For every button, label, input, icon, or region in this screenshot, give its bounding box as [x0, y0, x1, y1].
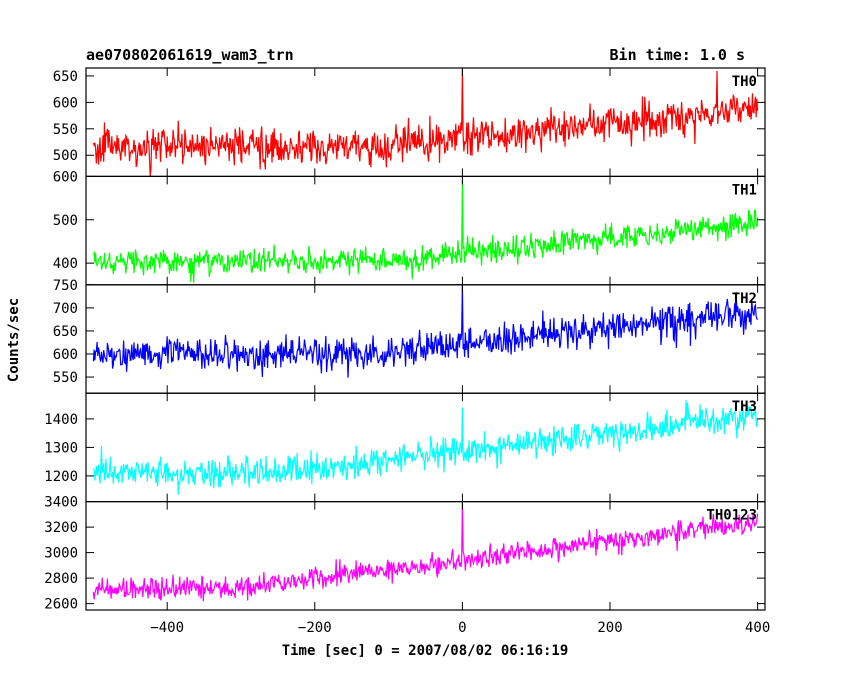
- x-tick-label: 200: [597, 620, 622, 636]
- y-tick-label-th2: 750: [53, 278, 78, 294]
- y-tick-label-th0123: 3000: [44, 546, 78, 562]
- x-tick-label: −400: [150, 620, 184, 636]
- series-line-th3: [92, 400, 759, 495]
- y-tick-label-th0: 650: [53, 69, 78, 85]
- panel-label-th1: TH1: [732, 182, 757, 198]
- y-tick-label-th0: 550: [53, 122, 78, 138]
- series-line-th1: [92, 176, 759, 284]
- x-axis-label: Time [sec] 0 = 2007/08/02 06:16:19: [282, 643, 569, 659]
- y-tick-label-th0123: 3200: [44, 520, 78, 536]
- panel-label-th2: TH2: [732, 291, 757, 307]
- y-tick-label-th2: 600: [53, 347, 78, 363]
- panel-stack: 500 550 600 650 TH0 400 500 600 TH1 550 600 650 700 7…: [44, 67, 766, 613]
- y-tick-label-th1: 400: [53, 256, 78, 272]
- y-tick-label-th0: 600: [53, 95, 78, 111]
- x-tick-label: 400: [745, 620, 770, 636]
- panel-th3: 1200 1300 1400 TH3: [44, 392, 766, 503]
- x-tick-label: 0: [458, 620, 466, 636]
- panel-th1: 400 500 600 TH1: [53, 169, 766, 286]
- y-tick-label-th2: 550: [53, 370, 78, 386]
- series-line-th0: [92, 68, 759, 177]
- y-tick-label-th3: 1300: [44, 440, 78, 456]
- y-tick-label-th1: 500: [53, 213, 78, 229]
- y-tick-label-th0123: 2800: [44, 571, 78, 587]
- panel-th0123: 2600 2800 3000 3200 3400 TH0123: [44, 495, 766, 613]
- series-line-th0123: [92, 501, 759, 602]
- panel-label-th0: TH0: [732, 74, 757, 90]
- y-tick-label-th0123: 2600: [44, 597, 78, 613]
- y-axis-label: Counts/sec: [6, 298, 22, 382]
- x-axis: −400 −200 0 200 400: [150, 620, 770, 636]
- x-tick-label: −200: [298, 620, 332, 636]
- y-tick-label-th2: 650: [53, 324, 78, 340]
- plot-title: ae070802061619_wam3_trn: [86, 46, 294, 64]
- series-line-th2: [92, 284, 759, 378]
- y-tick-label-th2: 700: [53, 301, 78, 317]
- y-tick-label-th3: 1200: [44, 469, 78, 485]
- panel-label-th0123: TH0123: [706, 508, 757, 524]
- y-tick-label-th0123: 3400: [44, 495, 78, 511]
- y-tick-label-th0: 500: [53, 148, 78, 164]
- bin-time-label: Bin time: 1.0 s: [610, 46, 745, 64]
- y-tick-label-th1: 600: [53, 169, 78, 185]
- panel-frame-th0123: [85, 501, 766, 611]
- panel-label-th3: TH3: [732, 399, 757, 415]
- y-tick-label-th3: 1400: [44, 412, 78, 428]
- panel-th2: 550 600 650 700 750 TH2: [53, 278, 766, 394]
